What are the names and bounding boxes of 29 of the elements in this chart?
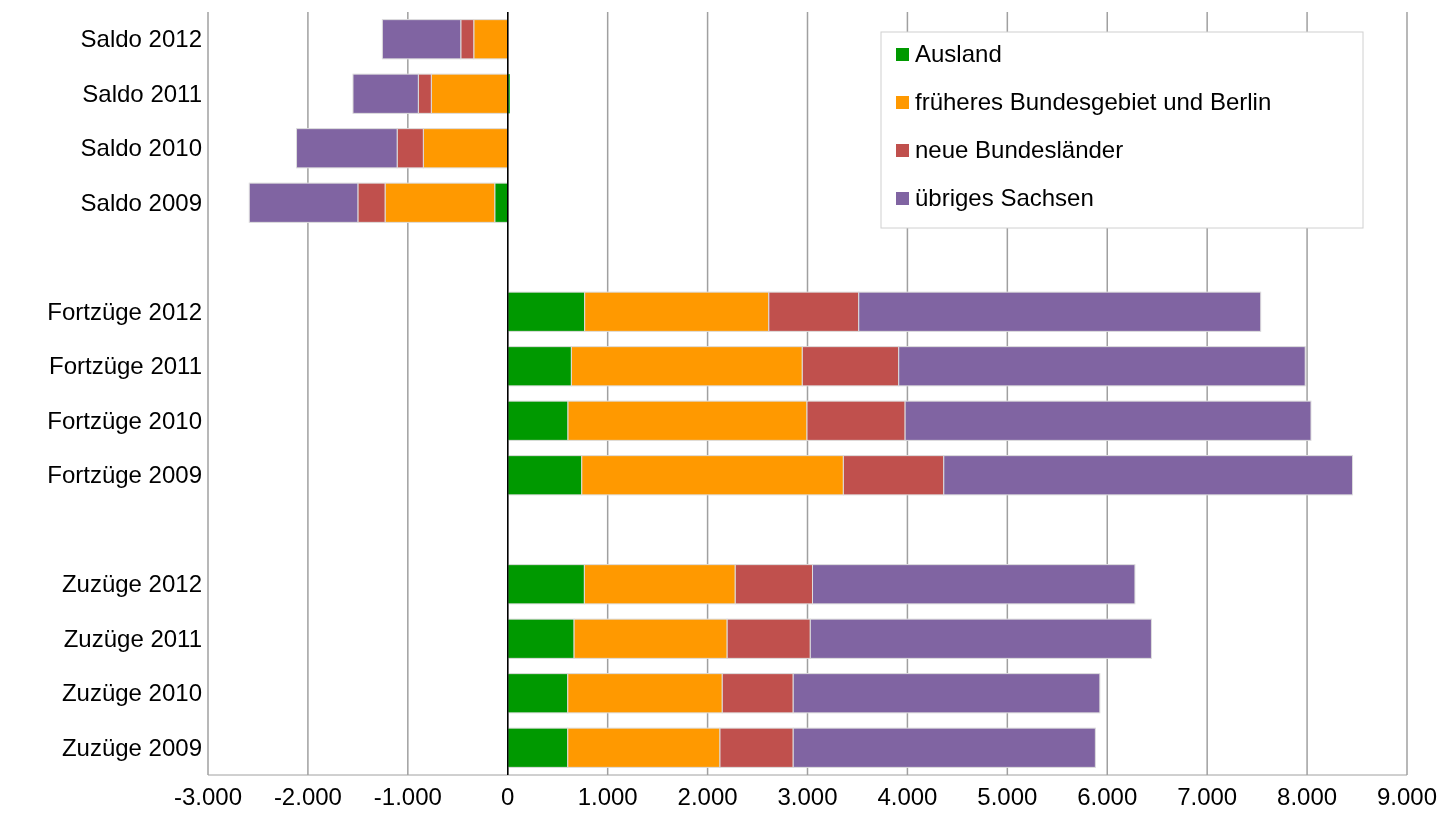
y-tick-label: Saldo 2012	[80, 25, 202, 53]
y-tick-label: Zuzüge 2010	[61, 679, 202, 707]
x-tick-label: 8.000	[1277, 783, 1338, 810]
x-tick-label: -3.000	[173, 783, 243, 810]
legend-label: früheres Bundesgebiet und Berlin	[915, 88, 1272, 115]
legend-label: übriges Sachsen	[915, 184, 1094, 211]
x-tick-label: 6.000	[1077, 783, 1138, 810]
y-tick-label: Zuzüge 2011	[63, 624, 202, 652]
x-tick-label: 1.000	[577, 783, 638, 810]
x-tick-label: 0	[501, 783, 515, 810]
legend-label: Ausland	[915, 40, 1002, 67]
x-tick-label: 2.000	[677, 783, 738, 810]
y-tick-label: Fortzüge 2012	[47, 297, 202, 325]
y-tick-label: Saldo 2010	[80, 134, 202, 162]
x-tick-label: 4.000	[877, 783, 938, 810]
y-tick-label: Fortzüge 2009	[47, 461, 202, 489]
x-tick-label: -1.000	[373, 783, 442, 810]
y-tick-label: Saldo 2009	[80, 188, 202, 216]
y-tick-label: Fortzüge 2010	[47, 406, 202, 434]
y-tick-label: Saldo 2011	[82, 79, 202, 107]
x-tick-label: 7.000	[1177, 783, 1238, 810]
y-tick-label: Fortzüge 2011	[49, 352, 202, 380]
x-tick-label: 5.000	[977, 783, 1038, 810]
x-tick-label: 3.000	[777, 783, 838, 810]
y-tick-label: Zuzüge 2012	[61, 570, 202, 598]
y-tick-label: Zuzüge 2009	[61, 733, 202, 761]
x-tick-label: -2.000	[273, 783, 342, 810]
legend-label: neue Bundesländer	[915, 136, 1124, 163]
x-tick-label: 9.000	[1376, 783, 1438, 810]
